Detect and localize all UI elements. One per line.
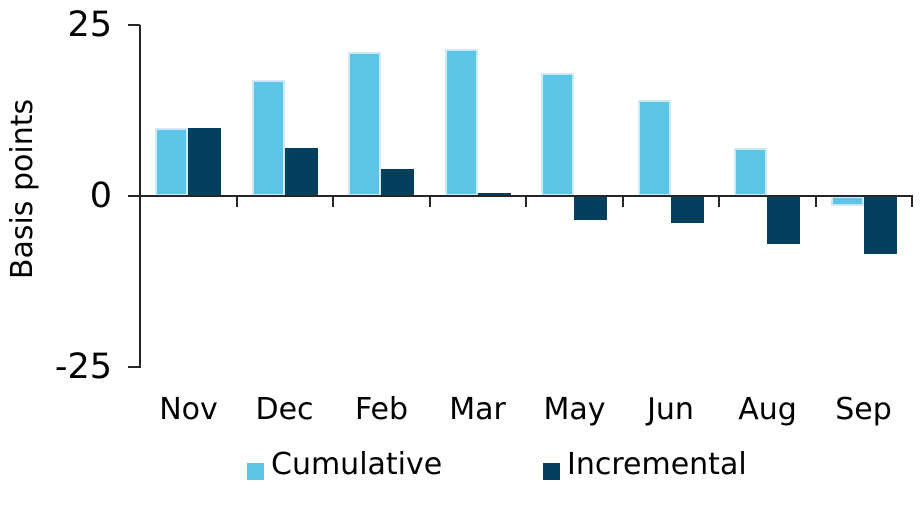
x-category-label-dec: Dec	[255, 392, 314, 427]
bar-incremental-aug	[767, 196, 801, 244]
bar-cumulative-may	[541, 73, 575, 196]
x-tick	[525, 196, 527, 207]
x-tick	[332, 196, 334, 207]
x-tick	[718, 196, 720, 207]
bar-cumulative-sep	[830, 196, 864, 206]
bar-cumulative-aug	[734, 148, 768, 196]
y-tick-label-0: 0	[89, 176, 112, 216]
bar-cumulative-jun	[637, 100, 671, 196]
legend-label-cumulative: Cumulative	[271, 447, 443, 482]
x-category-label-jun: Jun	[647, 392, 694, 427]
bar-incremental-nov	[188, 128, 222, 196]
legend-swatch-cumulative	[247, 463, 264, 480]
x-category-label-may: May	[543, 392, 606, 427]
y-tick-label--25: -25	[54, 347, 112, 387]
bar-incremental-dec	[284, 148, 318, 196]
legend-swatch-incremental	[543, 463, 560, 480]
x-tick	[429, 196, 431, 207]
y-tick	[128, 366, 140, 368]
bar-incremental-jun	[670, 196, 704, 223]
y-tick	[128, 195, 140, 197]
x-tick	[622, 196, 624, 207]
bar-cumulative-dec	[251, 80, 285, 196]
y-tick-label-25: 25	[67, 5, 112, 45]
bar-incremental-sep	[863, 196, 897, 254]
bar-incremental-feb	[381, 169, 415, 196]
bar-cumulative-nov	[155, 128, 189, 196]
bar-cumulative-mar	[444, 49, 478, 196]
legend-label-incremental: Incremental	[567, 447, 747, 482]
x-tick	[911, 196, 913, 207]
bar-incremental-may	[574, 196, 608, 220]
x-tick	[815, 196, 817, 207]
bar-cumulative-feb	[348, 52, 382, 196]
x-category-label-sep: Sep	[835, 392, 892, 427]
x-category-label-nov: Nov	[159, 392, 218, 427]
bar-incremental-mar	[477, 193, 511, 196]
x-category-label-feb: Feb	[354, 392, 409, 427]
x-category-label-aug: Aug	[738, 392, 797, 427]
x-tick	[236, 196, 238, 207]
x-category-label-mar: Mar	[449, 392, 506, 427]
y-tick	[128, 24, 140, 26]
